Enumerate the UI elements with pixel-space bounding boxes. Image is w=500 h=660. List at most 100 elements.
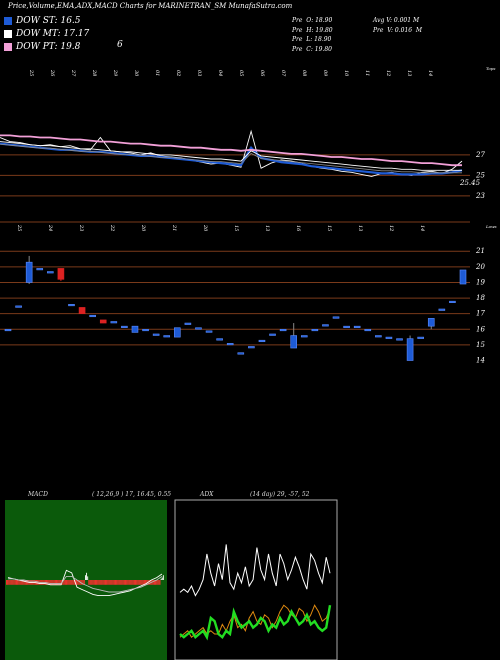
macd-histogram-bar — [69, 580, 71, 585]
macd-histogram-bar — [81, 580, 83, 585]
candle-body — [385, 336, 393, 339]
top-date-label: 08 — [301, 70, 307, 76]
macd-histogram-bar — [52, 580, 54, 585]
candle-body — [459, 269, 467, 285]
macd-histogram-bar — [136, 580, 138, 585]
macd-histogram-bar — [37, 580, 39, 585]
adx-params: (14 day) 29, -57, 52 — [250, 491, 310, 498]
bottom-date-label: 16 — [295, 225, 301, 232]
macd-histogram-bar — [130, 580, 132, 585]
upper-axis-tick-25: 25 — [475, 171, 485, 179]
macd-histogram-bar — [161, 577, 163, 580]
candle-body — [449, 300, 456, 303]
macd-histogram-bar — [139, 580, 141, 585]
macd-histogram-bar — [145, 580, 146, 585]
macd-histogram-bar — [57, 580, 59, 585]
candle-body — [279, 328, 287, 332]
macd-histogram-bar — [122, 580, 124, 585]
stat-pre-volume: Pre V: 0.016 M — [373, 26, 423, 34]
top-date-label: 03 — [196, 70, 202, 76]
macd-histogram-bar — [19, 580, 21, 585]
bottom-date-label: 25 — [16, 224, 22, 231]
macd-histogram-bar — [111, 580, 113, 585]
candle-body — [25, 261, 33, 283]
macd-histogram-bar — [13, 580, 15, 585]
stat-pre-high: Pre H: 19.80 — [292, 26, 333, 34]
macd-title: MACD — [28, 491, 48, 498]
candle-body — [248, 346, 255, 349]
macd-histogram-bar — [24, 580, 26, 585]
macd-histogram-bar — [78, 580, 80, 585]
macd-histogram-bar — [160, 578, 162, 580]
bottom-date-label: 20 — [202, 224, 208, 232]
macd-histogram-bar — [10, 580, 12, 585]
candle-body — [311, 328, 319, 332]
macd-histogram-bar — [99, 580, 101, 585]
macd-histogram-bar — [92, 580, 94, 585]
macd-histogram-bar — [71, 580, 73, 585]
top-date-label: 25 — [28, 69, 34, 76]
lower-axis-tick-16: 16 — [476, 325, 485, 333]
macd-histogram-bar — [60, 580, 62, 585]
legend-label-st: DOW ST: — [16, 15, 58, 26]
macd-panel-bg — [5, 500, 167, 660]
macd-histogram-bar — [70, 580, 72, 585]
macd-histogram-bar — [105, 580, 106, 585]
upper-axis-tick-27: 27 — [475, 151, 485, 159]
candle-body — [216, 338, 223, 341]
lower-axis-tick-20: 20 — [475, 263, 485, 271]
legend-value-st: 16.5 — [60, 15, 81, 26]
macd-histogram-bar — [123, 580, 125, 585]
macd-histogram-bar — [128, 580, 130, 585]
candle-body — [4, 328, 12, 332]
macd-histogram-bar — [68, 580, 70, 585]
macd-histogram-bar — [131, 580, 133, 585]
series-line-price — [0, 129, 463, 177]
top-date-label: 14 — [427, 70, 433, 76]
macd-histogram-bar — [148, 580, 150, 585]
candle-body — [174, 327, 181, 338]
bottom-date-label: 15 — [326, 225, 332, 231]
lower-axis-tick-14: 14 — [476, 357, 485, 365]
bottom-date-label: 13 — [264, 225, 270, 231]
macd-histogram-bar — [132, 580, 134, 585]
stats-volume: Avg V: 0.001 M Pre V: 0.016 M — [373, 16, 422, 35]
macd-histogram-bar — [142, 580, 144, 585]
legend-dow-mt: DOW MT: 17.17 — [4, 27, 89, 40]
macd-histogram-bar — [98, 580, 100, 585]
macd-histogram-bar — [51, 580, 53, 585]
macd-histogram-bar — [54, 580, 56, 585]
top-date-label: 26 — [49, 69, 55, 77]
top-date-label: 02 — [175, 70, 181, 76]
macd-histogram-bar — [67, 580, 69, 585]
top-date-label: 09 — [322, 70, 328, 77]
candle-body — [427, 318, 435, 327]
lower-axis-tick-21: 21 — [475, 247, 485, 255]
macd-histogram-bar — [7, 580, 9, 585]
macd-histogram-bar — [155, 580, 157, 585]
macd-histogram-bar — [100, 580, 102, 585]
macd-histogram-bar — [113, 580, 115, 585]
macd-histogram-bar — [101, 580, 103, 585]
legend-label-mt: DOW MT: — [16, 28, 61, 39]
legend-value-mt: 17.17 — [63, 28, 90, 39]
stat-pre-close: Pre C: 19.80 — [292, 45, 332, 53]
macd-histogram-bar — [12, 580, 14, 585]
lower-axis-tick-18: 18 — [476, 294, 485, 302]
macd-histogram-bar — [58, 580, 60, 585]
macd-histogram-bar — [121, 580, 123, 585]
candle-body — [110, 321, 118, 324]
macd-histogram-bar — [162, 575, 164, 580]
lower-axis-tick-17: 17 — [476, 310, 485, 318]
macd-histogram-bar — [141, 580, 143, 585]
macd-histogram-bar — [117, 580, 119, 585]
macd-histogram-bar — [87, 576, 89, 580]
macd-histogram-bar — [133, 580, 135, 585]
stats-prev-ohlc: Pre O: 18.90 Pre H: 19.80 Pre L: 18.90 P… — [292, 16, 333, 54]
macd-histogram-bar — [146, 580, 148, 585]
macd-histogram-bar — [89, 580, 91, 585]
candle-body — [89, 314, 96, 318]
adx-line-adx — [179, 544, 331, 597]
candle-body — [364, 328, 372, 332]
